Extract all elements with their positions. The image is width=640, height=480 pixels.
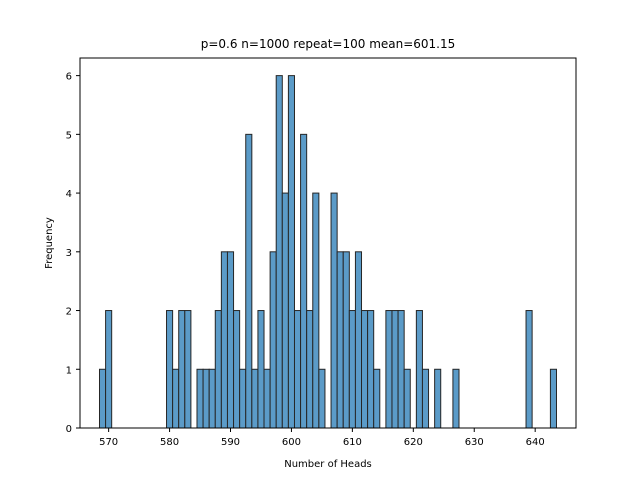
histogram-bar xyxy=(281,192,289,429)
histogram-bar xyxy=(196,368,204,429)
histogram-bar xyxy=(385,310,393,429)
histogram-bar xyxy=(251,368,259,429)
histogram-bar xyxy=(397,310,405,429)
histogram-bar xyxy=(318,368,326,429)
histogram-bar xyxy=(354,251,363,429)
y-tick-label: 5 xyxy=(66,130,72,141)
y-tick-label: 4 xyxy=(66,189,72,200)
y-tick-label: 0 xyxy=(66,424,72,435)
histogram-bar xyxy=(421,368,430,429)
x-tick-label: 620 xyxy=(404,437,423,448)
y-tick-label: 6 xyxy=(66,72,72,83)
histogram-bar xyxy=(257,310,265,429)
histogram-bar xyxy=(287,75,295,429)
histogram-bar xyxy=(98,368,107,429)
histogram-bar xyxy=(434,368,442,429)
y-axis-ticks: 0 1 2 3 4 5 6 xyxy=(66,72,80,435)
histogram-bar xyxy=(367,310,375,429)
x-tick-label: 630 xyxy=(465,437,484,448)
histogram-bar xyxy=(233,310,241,429)
histogram-bar xyxy=(293,310,302,429)
x-tick-label: 570 xyxy=(99,437,118,448)
histogram-bar xyxy=(172,368,180,429)
histogram-bar xyxy=(300,133,308,429)
histogram-bar xyxy=(105,310,113,429)
histogram-bar xyxy=(373,368,381,429)
histogram-bar xyxy=(245,133,253,429)
histogram-bar xyxy=(549,368,558,429)
histogram-bar xyxy=(178,310,186,429)
histogram-bar xyxy=(361,310,369,429)
histogram-bar xyxy=(306,310,314,429)
histogram-bar xyxy=(166,310,174,429)
chart-title: p=0.6 n=1000 repeat=100 mean=601.15 xyxy=(201,37,456,51)
histogram-bar xyxy=(415,310,423,429)
x-axis-label: Number of Heads xyxy=(284,459,372,470)
histogram-bar xyxy=(525,310,533,429)
y-axis-label: Frequency xyxy=(44,217,55,269)
x-tick-label: 590 xyxy=(221,437,240,448)
histogram-bar xyxy=(342,251,350,429)
histogram-bar xyxy=(336,251,344,429)
histogram-bar xyxy=(403,368,411,429)
histogram-bar xyxy=(391,310,399,429)
histogram-bar xyxy=(452,368,460,429)
histogram-bar xyxy=(239,368,247,429)
x-axis-ticks: 570 580 590 600 610 620 630 640 xyxy=(99,428,545,448)
histogram-bar xyxy=(263,368,271,429)
histogram-bar xyxy=(184,310,192,429)
x-tick-label: 610 xyxy=(343,437,362,448)
histogram-bar xyxy=(275,75,283,429)
histogram-bar xyxy=(348,310,356,429)
plot-frame xyxy=(79,57,577,429)
x-tick-label: 640 xyxy=(526,437,545,448)
histogram-bar xyxy=(226,251,235,429)
histogram-bar xyxy=(312,192,320,429)
x-tick-label: 580 xyxy=(160,437,179,448)
histogram-bar xyxy=(330,192,338,429)
histogram-bar xyxy=(214,310,222,429)
x-tick-label: 600 xyxy=(282,437,301,448)
histogram-bar xyxy=(208,368,216,429)
y-tick-label: 3 xyxy=(66,248,72,259)
histogram-bar xyxy=(220,251,228,429)
histogram-bar xyxy=(269,251,277,429)
y-tick-label: 2 xyxy=(66,307,72,318)
y-tick-label: 1 xyxy=(66,365,72,376)
histogram-bar xyxy=(202,368,210,429)
